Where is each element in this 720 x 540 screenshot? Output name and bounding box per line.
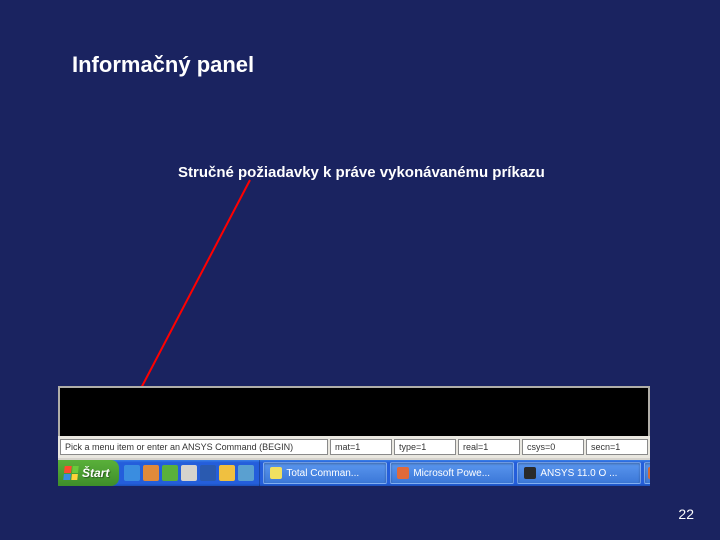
start-button[interactable]: Štart [58,460,119,486]
page-title: Informačný panel [72,52,254,78]
app-icon [648,467,650,479]
status-cell: secn=1 [586,439,648,455]
app-icon [270,467,282,479]
slide: Informačný panel Stručné požiadavky k pr… [0,0,720,540]
page-number: 22 [678,506,694,522]
windows-logo-icon [63,466,78,480]
taskbar-item-label: Microsoft Powe... [413,468,490,479]
ql-icon[interactable] [181,465,197,481]
ql-icon[interactable] [143,465,159,481]
ql-icon[interactable] [200,465,216,481]
command-input-text: Pick a menu item or enter an ANSYS Comma… [65,442,293,452]
status-cell: csys=0 [522,439,584,455]
taskbar-item[interactable]: Microsoft Powe... [390,462,514,484]
status-cell: type=1 [394,439,456,455]
taskbar-item[interactable]: AN [644,462,650,484]
app-icon [524,467,536,479]
taskbar-item-label: Total Comman... [286,468,359,479]
windows-taskbar: Štart Total Comman... Microsoft Powe... [58,460,650,486]
status-cell: mat=1 [330,439,392,455]
ansys-graphics-area [58,386,650,436]
taskbar-item-label: ANSYS 11.0 O ... [540,468,617,479]
ansys-screenshot: Pick a menu item or enter an ANSYS Comma… [58,386,650,486]
taskbar-item[interactable]: Total Comman... [263,462,387,484]
ql-icon[interactable] [162,465,178,481]
start-label: Štart [82,466,109,480]
quick-launch [119,460,260,486]
ansys-status-bar: Pick a menu item or enter an ANSYS Comma… [58,436,650,458]
status-cell: real=1 [458,439,520,455]
subtitle: Stručné požiadavky k práve vykonávanému … [178,164,545,181]
taskbar-items: Total Comman... Microsoft Powe... ANSYS … [260,460,650,486]
taskbar-item[interactable]: ANSYS 11.0 O ... [517,462,641,484]
command-input[interactable]: Pick a menu item or enter an ANSYS Comma… [60,439,328,455]
ql-icon[interactable] [219,465,235,481]
ql-icon[interactable] [124,465,140,481]
app-icon [397,467,409,479]
ql-icon[interactable] [238,465,254,481]
